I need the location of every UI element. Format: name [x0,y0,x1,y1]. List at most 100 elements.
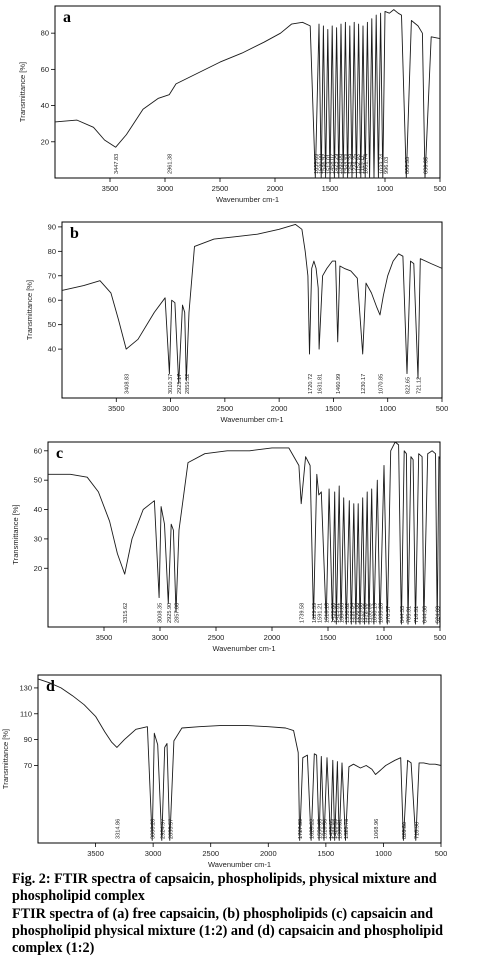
y-tick-label: 60 [41,65,49,74]
y-tick-label: 80 [48,247,56,256]
figure-caption-text: FTIR spectra of (a) free capsaicin, (b) … [12,906,444,956]
x-tick-label: 2500 [212,184,229,193]
peak-label: 1384.03 [339,603,345,623]
peak-label: 2924.97 [160,819,166,839]
x-tick-label: 2500 [208,633,225,642]
peak-label: 1628.22 [310,819,316,839]
x-tick-label: 2000 [264,633,281,642]
y-tick-label: 130 [19,683,32,692]
peak-label: 1631.81 [318,374,324,394]
peak-label: 996.03 [384,157,390,174]
peak-label: 1727.39 [298,819,304,839]
x-tick-label: 1500 [320,633,337,642]
peak-label: 1425.81 [335,603,341,623]
y-tick-label: 110 [20,709,32,718]
peak-label: 826.80 [402,822,408,839]
peak-label: 1336.82 [345,603,351,623]
panel-label: a [63,9,71,26]
peak-label: 718.98 [414,822,420,839]
x-tick-label: 1500 [325,404,342,413]
peak-label: 806.33 [405,157,411,174]
x-tick-label: 1500 [322,184,339,193]
peak-label: 1033.74 [380,154,386,174]
plot-frame [54,5,441,179]
y-tick-label: 90 [24,735,32,744]
peak-label: 1423.59 [333,819,339,839]
peak-label: 524.69 [436,606,442,623]
peak-label: 1329.78 [344,819,350,839]
peak-label: 785.31 [407,606,413,623]
peak-label: 3315.62 [123,603,129,623]
peak-label: 1558.65 [318,819,324,839]
peak-label: 970.57 [386,606,392,623]
peak-label: 1292.04 [350,603,356,623]
y-axis-label: Transmittance [%] [11,504,20,564]
peak-label: 1292.34 [345,154,351,174]
peak-label: 3010.37 [168,374,174,394]
ftir-figure: a 3500 3000 2500 2000 1500 1000 500 20 40 60 80 Wave… [1,5,449,869]
peak-label: 1516.13 [325,603,331,623]
peak-label: 2855.57 [168,819,174,839]
x-tick-label: 1500 [318,849,335,858]
peak-label: 3314.86 [115,819,121,839]
x-axis-label: Wavenumber cm-1 [220,415,283,424]
peak-label: 1383.81 [338,819,344,839]
y-tick-label: 30 [34,534,42,543]
panel-label: d [46,678,55,695]
peak-label: 2961.38 [168,154,174,174]
peak-label: 1343.52 [341,154,347,174]
peak-label: 1720.72 [308,374,314,394]
x-tick-label: 1000 [375,849,392,858]
peak-label: 644.38 [422,606,428,623]
peak-label: 1460.99 [336,374,342,394]
y-tick-label: 40 [41,101,49,110]
y-axis-label: Transmittance [%] [1,729,10,789]
plot-frame [37,674,442,844]
x-tick-label: 1000 [376,633,393,642]
peak-label: 1458.07 [330,154,336,174]
peak-label: 3008.35 [158,603,164,623]
x-tick-label: 3000 [145,849,162,858]
x-tick-label: 1000 [379,404,396,413]
x-tick-label: 3000 [152,633,169,642]
peak-label: 1591.21 [317,603,323,623]
peak-label: 1230.17 [361,374,367,394]
x-tick-label: 500 [436,404,449,413]
x-tick-label: 3000 [162,404,179,413]
peak-label: 2855.32 [185,374,191,394]
peak-label: 1513.01 [326,154,332,174]
peak-label: 1739.58 [300,603,306,623]
peak-label: 1546.92 [322,154,328,174]
peak-label: 1213.88 [359,603,365,623]
peak-label: 3408.83 [125,374,131,394]
peak-label: 1152.93 [356,154,362,174]
spectrum-line [37,678,442,841]
peak-label: 1459.66 [331,603,337,623]
y-tick-label: 60 [34,446,42,455]
figure-caption-title: Fig. 2: FTIR spectra of capsaicin, phosp… [12,871,437,904]
y-tick-label: 40 [48,345,56,354]
y-tick-label: 50 [48,320,56,329]
peak-label: 3008.28 [151,819,157,839]
peak-label: 1068.96 [374,819,380,839]
x-tick-label: 3500 [96,633,113,642]
peak-label: 1070.85 [379,374,385,394]
peak-label: 636.35 [424,157,430,174]
x-tick-label: 3000 [157,184,174,193]
peak-label: 1250.88 [354,603,360,623]
peak-label: 3447.83 [114,154,120,174]
spectrum-line [61,223,443,384]
peak-label: 844.53 [400,606,406,623]
x-tick-label: 500 [434,633,447,642]
peak-label: 1459.05 [329,819,335,839]
peak-label: 1516.56 [322,819,328,839]
x-tick-label: 1000 [377,184,394,193]
y-tick-label: 40 [34,505,42,514]
x-tick-label: 500 [435,849,448,858]
y-tick-label: 90 [48,222,56,231]
peak-label: 1035.28 [379,603,385,623]
spectrum-panel-c: c 3500 3000 2500 2000 1500 1000 500 20 30 40 50 60 Wa… [11,441,447,653]
panel-label: b [70,225,79,242]
spectrum-line [48,441,441,625]
x-tick-label: 2000 [271,404,288,413]
